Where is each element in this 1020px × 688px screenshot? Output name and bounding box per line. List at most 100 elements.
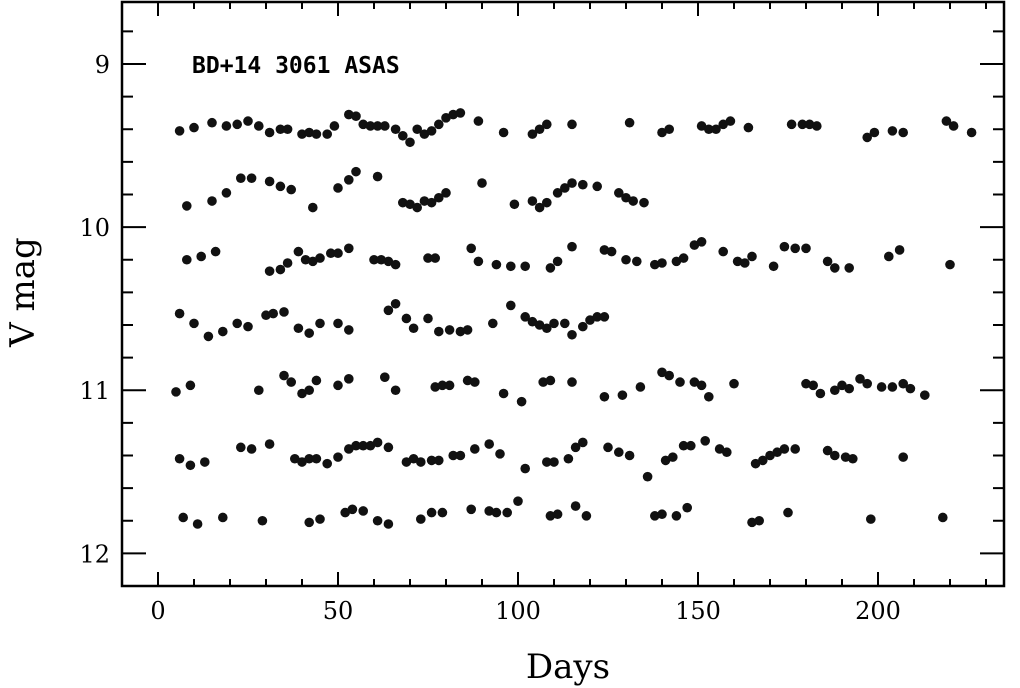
data-point <box>516 396 527 407</box>
data-point <box>347 504 358 515</box>
data-point <box>700 436 710 446</box>
data-point <box>243 321 253 332</box>
data-point <box>218 512 228 523</box>
data-point <box>351 111 361 121</box>
data-point <box>768 261 779 272</box>
data-point <box>599 312 610 322</box>
data-point <box>542 323 552 334</box>
data-point <box>419 129 430 139</box>
data-point <box>599 245 610 255</box>
data-point <box>192 519 203 529</box>
data-point <box>740 258 750 268</box>
data-point <box>189 122 199 133</box>
data-point <box>869 127 880 138</box>
data-point <box>696 236 707 247</box>
data-point <box>945 259 955 270</box>
data-point <box>920 390 930 400</box>
data-point <box>376 254 387 265</box>
data-point <box>804 119 815 130</box>
data-point <box>801 243 811 254</box>
data-point <box>567 377 577 387</box>
data-point <box>491 259 502 270</box>
data-point <box>822 445 833 456</box>
data-point <box>243 116 253 126</box>
data-point <box>372 171 383 182</box>
data-point <box>264 127 275 138</box>
data-point <box>221 188 232 198</box>
data-point <box>837 380 847 391</box>
data-point <box>218 326 228 337</box>
data-point <box>488 318 498 329</box>
data-point <box>293 246 304 257</box>
data-point <box>444 380 455 391</box>
data-point <box>466 504 477 515</box>
data-point <box>293 323 304 334</box>
data-point <box>246 173 257 183</box>
data-point <box>401 313 412 324</box>
data-point <box>549 457 559 467</box>
data-point <box>178 512 188 523</box>
data-point <box>365 121 376 131</box>
data-point <box>754 515 764 526</box>
data-point <box>520 312 530 322</box>
data-points <box>171 108 977 529</box>
data-point <box>632 256 642 267</box>
data-point <box>473 256 484 267</box>
data-point <box>527 316 538 327</box>
data-point <box>585 315 595 325</box>
data-point <box>520 261 530 272</box>
y-tick-label: 10 <box>79 214 110 242</box>
data-point <box>642 471 653 482</box>
data-point <box>390 259 401 270</box>
data-point <box>567 329 577 340</box>
data-point <box>689 240 700 250</box>
data-point <box>423 253 433 263</box>
data-point <box>441 113 451 123</box>
data-point <box>358 506 369 516</box>
data-point <box>509 199 520 210</box>
data-point <box>614 447 624 458</box>
data-point <box>938 512 948 523</box>
data-point <box>758 455 768 466</box>
data-point <box>560 318 570 329</box>
data-point <box>840 452 851 462</box>
data-point <box>207 117 217 128</box>
data-point <box>304 127 315 138</box>
data-point <box>729 378 739 389</box>
data-point <box>275 264 286 275</box>
data-point <box>253 385 264 396</box>
axis-ticks <box>122 2 1004 587</box>
data-point <box>390 124 401 135</box>
data-point <box>657 509 667 520</box>
data-point <box>365 440 376 451</box>
data-point <box>174 308 185 319</box>
data-point <box>290 453 300 464</box>
data-point <box>322 129 333 139</box>
data-point <box>941 116 952 126</box>
data-point <box>304 453 315 464</box>
data-point <box>196 251 206 262</box>
data-point <box>732 256 743 267</box>
data-point <box>426 197 437 208</box>
data-point <box>315 253 325 263</box>
data-point <box>297 457 307 467</box>
data-point <box>380 121 390 131</box>
data-point <box>887 126 898 136</box>
data-point <box>264 439 275 449</box>
data-point <box>545 263 556 273</box>
data-point <box>650 511 660 521</box>
data-point <box>416 514 426 524</box>
data-point <box>862 132 872 143</box>
data-point <box>542 119 552 130</box>
data-point <box>174 453 185 464</box>
data-point <box>171 387 181 397</box>
data-point <box>358 119 369 130</box>
data-point <box>311 453 322 464</box>
x-tick-label: 0 <box>150 597 165 625</box>
data-point <box>333 248 343 259</box>
data-point <box>380 372 390 382</box>
data-point <box>462 375 473 386</box>
data-point <box>372 437 383 448</box>
data-point <box>297 129 307 139</box>
